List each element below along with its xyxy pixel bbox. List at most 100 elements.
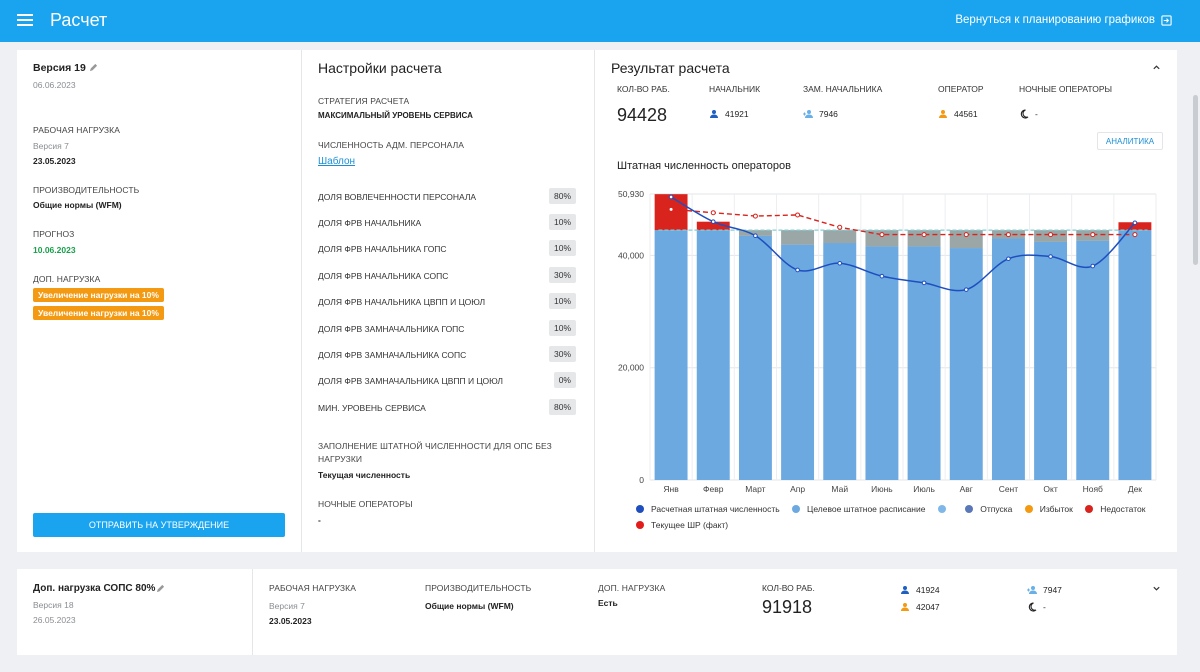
target-bar [1034,241,1068,480]
workload-version: Версия 7 [33,141,69,151]
edit-pencil-icon[interactable] [156,584,165,593]
setting-value[interactable]: 30% [548,267,576,283]
version2-deputy-value: 7947 [1043,585,1062,595]
current-staff-point [668,206,674,212]
setting-row: ДОЛЯ ФРВ ЗАМНАЧАЛЬНИКА ЦВПП И ЦОЮЛ 0% [318,372,576,388]
setting-row: ДОЛЯ ФРВ НАЧАЛЬНИКА СОПС 30% [318,267,576,283]
workers-value: 94428 [617,105,668,125]
template-link[interactable]: Шаблон [318,156,356,167]
setting-value[interactable]: 80% [548,188,576,204]
version2-productivity-value: Общие нормы (WFM) [425,601,514,611]
result-title: Результат расчета [611,60,730,76]
forecast-label: ПРОГНОЗ [33,229,75,239]
setting-row: ДОЛЯ ФРВ НАЧАЛЬНИКА ГОПС 10% [318,240,576,256]
collapse-chevron-icon[interactable] [1152,63,1161,72]
back-to-schedule-link[interactable]: Вернуться к планированию графиков [955,14,1172,26]
setting-value[interactable]: 30% [548,346,576,362]
current-staff-point [752,213,758,219]
calculated-staff-point [1132,220,1138,226]
setting-value[interactable]: 10% [548,214,576,230]
operator-label: ОПЕРАТОР [938,84,984,94]
calculated-staff-point [1006,256,1011,262]
version2-night-kpi: - [1027,602,1046,612]
expand-chevron-icon[interactable] [1152,584,1161,593]
moon-icon [1028,602,1037,612]
calculated-staff-point [753,233,758,239]
current-staff-point [879,232,885,238]
legend-item[interactable]: Расчетная штатная численность [636,504,780,514]
chief-label: НАЧАЛЬНИК [709,84,761,94]
target-bar [949,248,983,480]
submit-for-approval-button[interactable]: ОТПРАВИТЬ НА УТВЕРЖДЕНИЕ [33,513,285,537]
forecast-date: 10.06.2023 [33,245,76,255]
night-operators-kpi: - [1019,109,1038,119]
fill-staff-value: Текущая численность [318,470,411,480]
admin-staff-label: ЧИСЛЕННОСТЬ АДМ. ПЕРСОНАЛА [318,140,465,150]
setting-row: МИН. УРОВЕНЬ СЕРВИСА 80% [318,399,576,415]
chief-person-icon [710,110,718,118]
legend-item[interactable] [937,505,953,513]
version2-operator-value: 42047 [916,602,940,612]
moon-icon [1020,109,1029,119]
operator-person-icon [939,110,947,118]
chief-kpi: 41921 [709,109,749,119]
setting-label: ДОЛЯ ФРВ НАЧАЛЬНИКА [318,218,422,228]
legend-item[interactable]: Недостаток [1085,504,1145,514]
x-tick-label: Июнь [871,484,893,494]
version2-chief-value: 41924 [916,585,940,595]
target-bar [738,235,772,480]
version-date: 06.06.2023 [33,80,76,90]
calculated-staff-point [1048,254,1053,259]
setting-label: ДОЛЯ ВОВЛЕЧЕННОСТИ ПЕРСОНАЛА [318,192,477,202]
setting-row: ДОЛЯ ФРВ НАЧАЛЬНИКА 10% [318,214,576,230]
setting-row: ДОЛЯ ВОВЛЕЧЕННОСТИ ПЕРСОНАЛА 80% [318,188,576,204]
current-staff-point [963,232,969,238]
current-staff-point [795,212,801,218]
chart-legend: Расчетная штатная численность Целевое шт… [636,504,1156,536]
legend-dot [1024,505,1033,513]
x-tick-label: Май [831,484,848,494]
shortage-bar [1118,222,1152,231]
version2-extra-load-value: Есть [598,598,618,608]
setting-value[interactable]: 10% [548,293,576,309]
setting-row: ДОЛЯ ФРВ ЗАМНАЧАЛЬНИКА ГОПС 10% [318,320,576,336]
deputy-people-icon [1027,586,1037,594]
legend-item[interactable]: Целевое штатное расписание [792,504,925,514]
operator-person-icon [901,603,909,611]
deputy-people-icon [803,110,813,118]
setting-value[interactable]: 10% [548,320,576,336]
calculated-staff-point [1090,263,1096,269]
chief-value: 41921 [725,109,749,119]
workload-date: 23.05.2023 [33,156,76,166]
edit-pencil-icon[interactable] [89,63,98,72]
menu-icon[interactable] [17,14,33,26]
target-bar [823,243,857,480]
version2-version: Версия 18 [33,600,74,610]
current-staff-line [671,208,1135,236]
version2-workload-date: 23.05.2023 [269,616,312,626]
page-scrollbar[interactable] [1193,95,1198,265]
setting-row: ДОЛЯ ФРВ ЗАМНАЧАЛЬНИКА СОПС 30% [318,346,576,362]
legend-item[interactable]: Текущее ШР (факт) [636,520,728,530]
shortage-bar [696,221,730,231]
analytics-button[interactable]: АНАЛИТИКА [1097,132,1163,150]
setting-value[interactable]: 0% [553,372,576,388]
staffing-chart: 0 20,000 40,000 50,930 Янв Февр Март Апр Май Июнь… [618,189,1157,494]
setting-row: ДОЛЯ ФРВ НАЧАЛЬНИКА ЦВПП И ЦОЮЛ 10% [318,293,576,309]
vacation-bar [781,230,815,245]
setting-value[interactable]: 10% [548,240,576,256]
productivity-label: ПРОИЗВОДИТЕЛЬНОСТЬ [33,185,140,195]
setting-value[interactable]: 80% [548,399,576,415]
calculated-staff-point [879,273,885,279]
calculation-card: Версия 19 06.06.2023 РАБОЧАЯ НАГРУЗКА Ве… [17,50,1177,552]
x-tick-label: Февр [703,484,724,494]
target-bar [865,246,899,480]
legend-item[interactable]: Избыток [1024,504,1073,514]
legend-item[interactable]: Отпуска [965,504,1012,514]
productivity-value: Общие нормы (WFM) [33,200,122,210]
version-card-collapsed[interactable]: Доп. нагрузка СОПС 80% Версия 18 26.05.2… [17,569,1177,655]
deputy-kpi: 7946 [803,109,838,119]
setting-label: ДОЛЯ ФРВ НАЧАЛЬНИКА СОПС [318,271,449,281]
current-staff-point [1132,232,1138,238]
calculated-staff-point [668,194,674,200]
